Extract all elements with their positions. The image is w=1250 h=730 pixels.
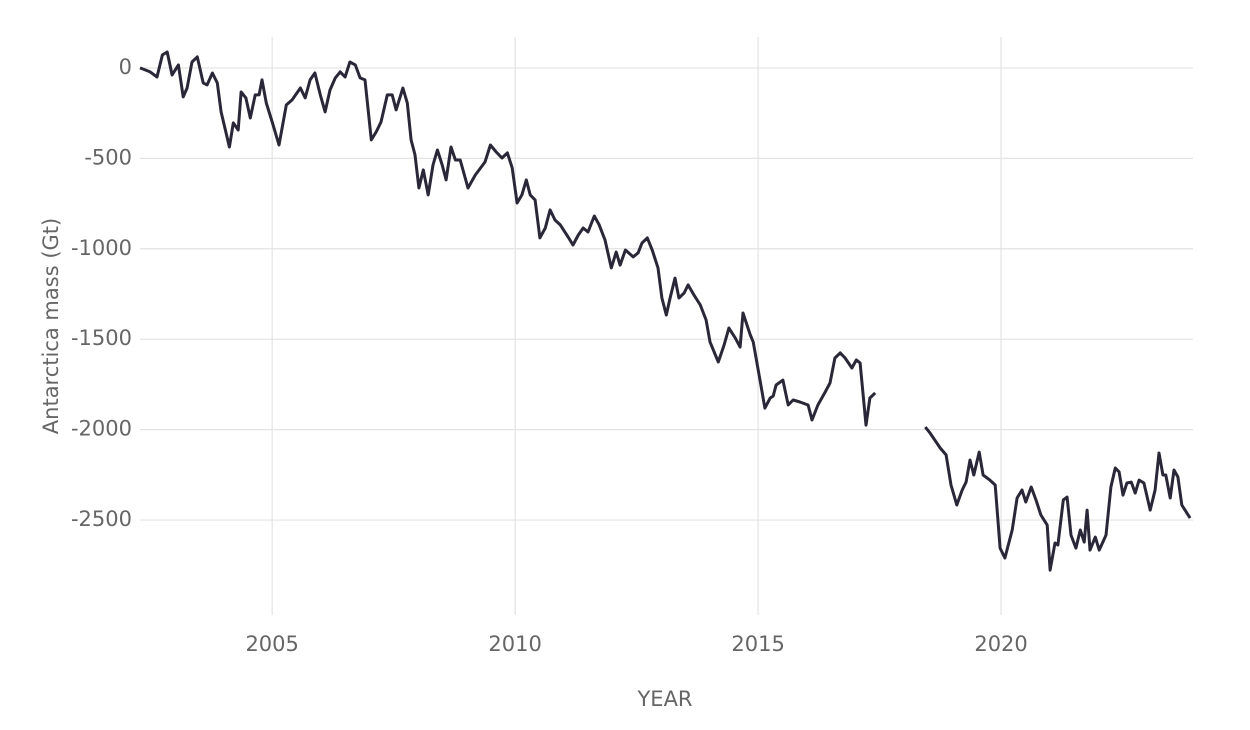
y-tick-label: 0 [119, 55, 132, 79]
y-tick-label: -500 [84, 145, 132, 169]
y-tick-label: -1000 [71, 236, 132, 260]
x-axis-label: YEAR [636, 687, 692, 711]
data-line [139, 50, 1192, 572]
x-tick-label: 2005 [245, 632, 298, 656]
y-tick-label: -2000 [71, 417, 132, 441]
x-tick-label: 2010 [488, 632, 541, 656]
y-tick-label: -2500 [71, 507, 132, 531]
x-tick-label: 2015 [731, 632, 784, 656]
y-tick-label: -1500 [71, 326, 132, 350]
x-tick-label: 2020 [974, 632, 1027, 656]
y-axis-label: Antarctica mass (Gt) [39, 218, 63, 434]
